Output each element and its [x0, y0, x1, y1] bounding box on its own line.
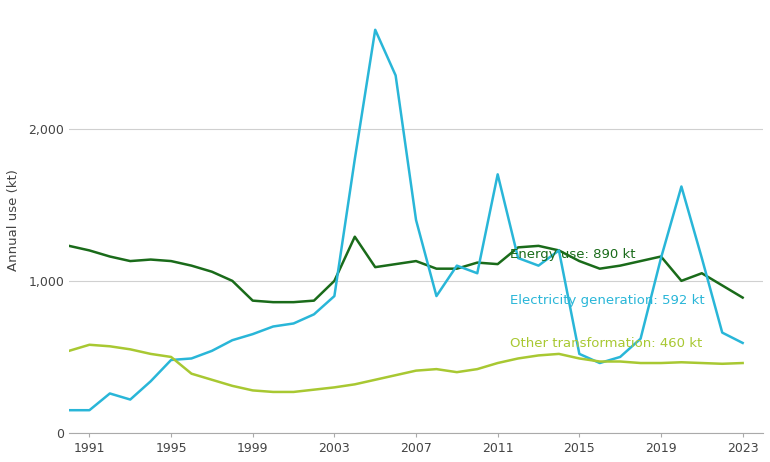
- Text: Energy use: 890 kt: Energy use: 890 kt: [510, 248, 635, 261]
- Y-axis label: Annual use (kt): Annual use (kt): [7, 169, 20, 271]
- Text: Electricity generation: 592 kt: Electricity generation: 592 kt: [510, 294, 705, 307]
- Text: Other transformation: 460 kt: Other transformation: 460 kt: [510, 337, 702, 350]
